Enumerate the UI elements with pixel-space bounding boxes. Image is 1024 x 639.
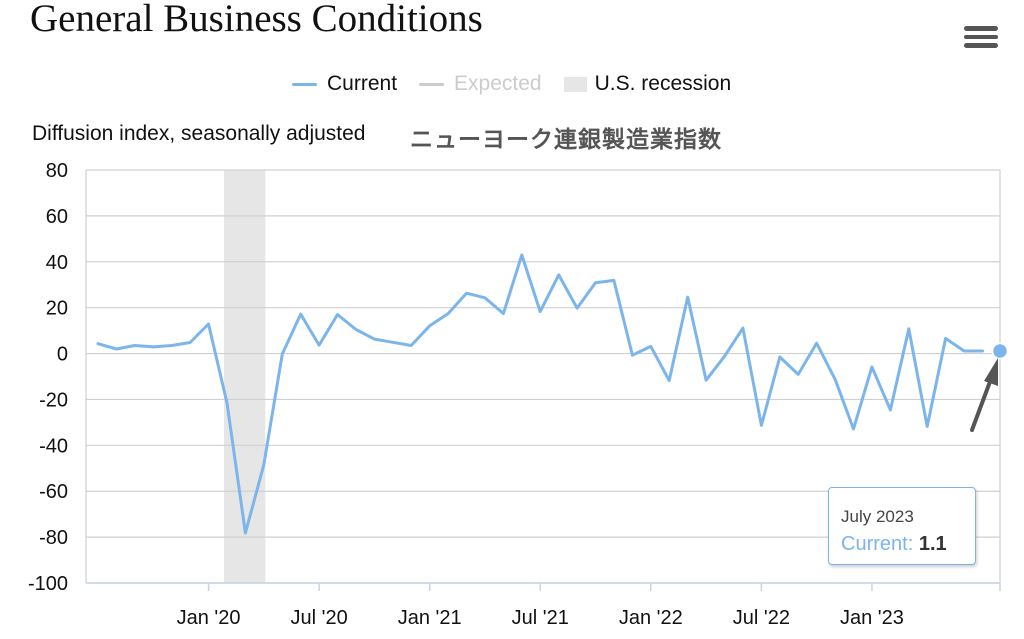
y-tick-label: 40 xyxy=(46,252,68,274)
legend-swatch-recession xyxy=(563,76,587,92)
y-tick-label: -40 xyxy=(39,435,68,457)
legend-item-recession[interactable]: U.S. recession xyxy=(563,72,732,96)
annotation-arrow-head xyxy=(984,358,998,386)
menu-bar xyxy=(964,43,998,48)
tooltip-value: 1.1 xyxy=(918,533,947,555)
y-tick-label: -100 xyxy=(28,573,68,595)
menu-bar xyxy=(964,26,998,31)
chart-title: General Business Conditions xyxy=(30,0,483,40)
legend: Current Expected U.S. recession xyxy=(292,72,753,96)
menu-bar xyxy=(964,34,998,39)
legend-swatch-current xyxy=(292,82,317,86)
japanese-annotation: ニューヨーク連銀製造業指数 xyxy=(410,126,722,152)
annotation-arrow xyxy=(970,377,993,432)
tooltip-series-name: Current xyxy=(841,533,908,555)
tooltip: July 2023 Current: 1.1 xyxy=(828,487,976,565)
x-tick-label: Jan '22 xyxy=(619,607,683,629)
menu-icon[interactable] xyxy=(964,26,998,48)
y-tick-label: 80 xyxy=(46,160,68,182)
legend-label-current: Current xyxy=(327,72,398,95)
y-tick-label: -20 xyxy=(39,389,68,411)
legend-label-expected: Expected xyxy=(454,72,542,95)
y-tick-label: -80 xyxy=(39,527,68,549)
x-tick-label: Jul '20 xyxy=(291,607,348,629)
y-tick-label: 20 xyxy=(46,298,68,320)
legend-label-recession: U.S. recession xyxy=(594,72,732,95)
hover-marker xyxy=(991,342,1009,360)
y-tick-label: -60 xyxy=(39,481,68,503)
legend-item-current[interactable]: Current xyxy=(292,72,397,96)
tooltip-value-row: Current: 1.1 xyxy=(841,533,947,555)
x-tick-label: Jul '21 xyxy=(512,607,569,629)
x-tick-label: Jan '23 xyxy=(840,607,904,629)
y-tick-label: 0 xyxy=(57,344,68,366)
y-tick-label: 60 xyxy=(46,206,68,228)
recession-band xyxy=(223,170,266,583)
x-tick-label: Jul '22 xyxy=(733,607,790,629)
legend-item-expected[interactable]: Expected xyxy=(419,72,542,96)
tooltip-date: July 2023 xyxy=(841,507,914,526)
series-line-current xyxy=(96,253,984,535)
x-tick-label: Jan '20 xyxy=(177,607,241,629)
x-tick-label: Jan '21 xyxy=(398,607,462,629)
y-axis-subtitle: Diffusion index, seasonally adjusted xyxy=(32,122,366,145)
legend-swatch-expected xyxy=(419,82,445,86)
